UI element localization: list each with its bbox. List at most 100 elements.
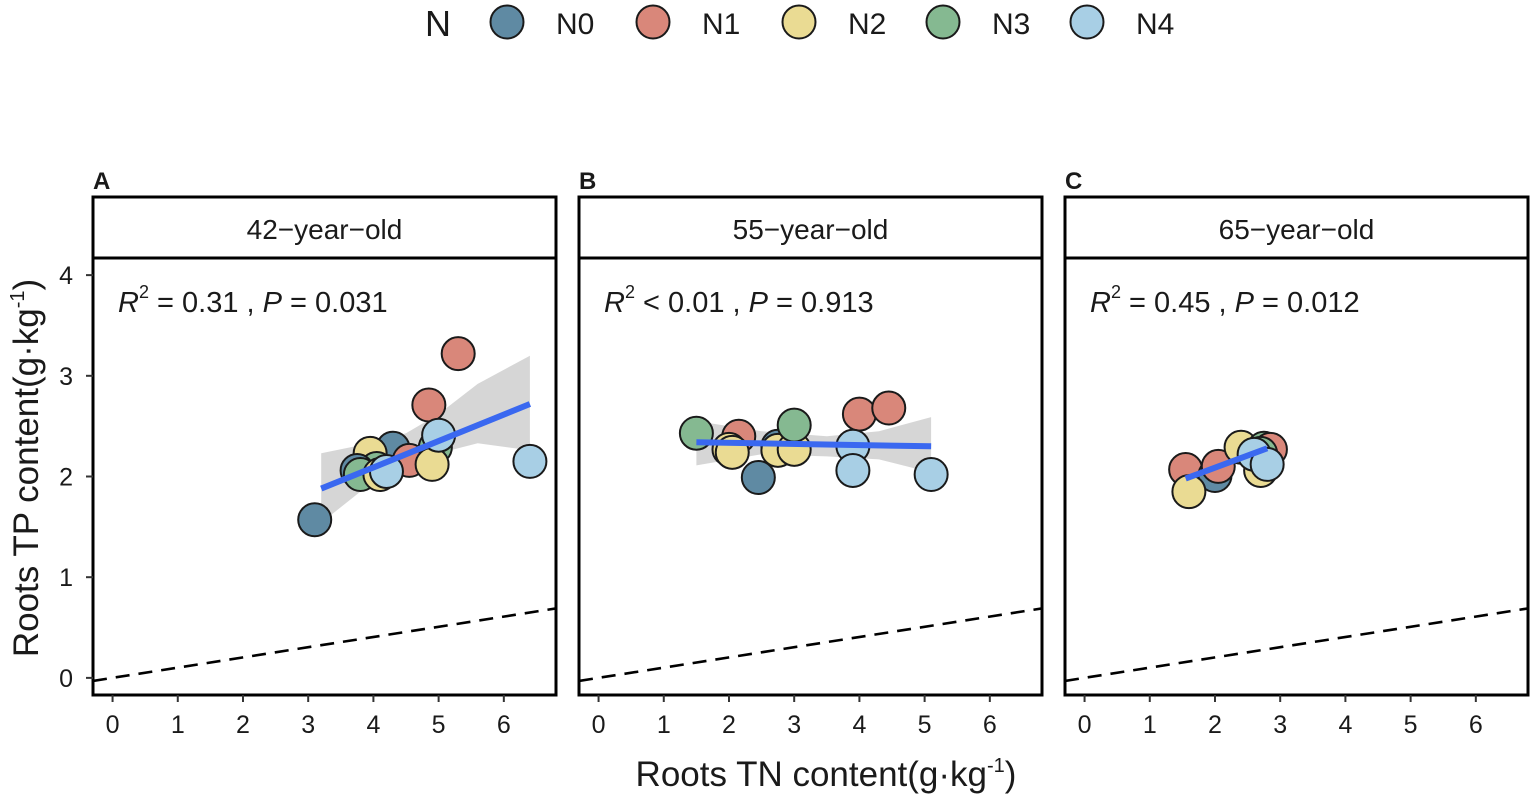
data-point-n0 [297,502,333,538]
x-tick-label: 0 [106,711,120,739]
stat-r-exponent: 2 [625,282,635,302]
legend-label: N3 [992,8,1030,41]
y-axis-label-text: Roots TP content(g·kg [7,308,46,657]
x-tick-label: 4 [366,711,380,739]
stat-r2-value: = 0.45 , [1121,287,1235,319]
data-point-n4 [1249,446,1285,482]
points [1168,429,1288,510]
data-point-n0 [740,460,776,496]
stat-p-symbol: P [1235,287,1255,319]
stat-p-symbol: P [263,287,283,319]
y-tick-label: 0 [59,665,73,693]
reference-line [579,607,1042,683]
x-tick-label: 3 [787,711,801,739]
x-tick-label: 2 [1208,711,1222,739]
x-tick-label: 4 [852,711,866,739]
x-tick-label: 6 [497,711,511,739]
data-point-n1 [411,387,447,423]
legend-item-n2: N2 [781,4,886,41]
legend-item-n0: N0 [489,4,594,41]
regression-line [696,439,932,450]
stat-p-symbol: P [749,287,769,319]
stat-p-value: = 0.913 [768,287,874,319]
x-tick-label: 3 [1273,711,1287,739]
x-axis-label-sup: -1 [987,755,1005,777]
facet-strip [1063,195,1530,260]
legend-swatch [781,4,817,40]
stat-p-value: = 0.012 [1254,287,1360,319]
stat-p-value: = 0.031 [282,287,388,319]
stat-r-exponent: 2 [1111,282,1121,302]
x-tick-label: 4 [1338,711,1352,739]
x-tick-label: 1 [171,711,185,739]
facet-title: 65−year−old [1219,214,1375,245]
panel-letter: A [93,168,110,195]
legend-item-n3: N3 [925,4,1030,41]
data-point-n3 [776,407,812,443]
panel-letter: C [1065,168,1082,195]
legend-swatch [489,4,525,40]
stat-r-symbol: R [1090,287,1111,319]
y-tick-label: 4 [59,262,73,290]
regression-line [1184,445,1269,482]
legend: N N0 N1 N2 N3 N4 [425,3,1174,44]
reference-line [1065,607,1528,683]
legend-title: N [425,3,451,44]
reference-line [93,607,556,683]
x-tick-label: 0 [592,711,606,739]
x-tick-label: 2 [722,711,736,739]
x-tick-label: 5 [918,711,932,739]
legend-swatch [635,4,671,40]
legend-swatch [925,4,961,40]
legend-item-n1: N1 [635,4,740,41]
stats-annotation: R2 < 0.01 , P = 0.913 [604,282,874,319]
x-axis-label-close: ) [1005,755,1017,794]
panel-b: B 55−year−old R2 < 0.01 , P = 0.913 0 1 2 3 4 5 6 [577,168,1044,739]
panel-letter: B [579,168,596,195]
legend-label: N4 [1136,8,1174,41]
data-point-n1 [871,390,907,426]
data-point-n4 [512,443,548,479]
data-point-n1 [440,336,476,372]
stat-r2-value: < 0.01 , [635,287,749,319]
y-axis-label: Roots TP content(g·kg-1) [7,279,46,657]
y-axis-label-sup: -1 [7,290,29,308]
data-point-n1 [841,396,877,432]
data-point-n4 [913,456,949,492]
x-axis-label-text: Roots TN content(g·kg [636,755,987,794]
stats-annotation: R2 = 0.45 , P = 0.012 [1090,282,1360,319]
stat-r-exponent: 2 [139,282,149,302]
facet-strip [577,195,1044,260]
y-tick-label: 3 [59,363,73,391]
x-tick-label: 5 [432,711,446,739]
x-tick-label: 0 [1078,711,1092,739]
facet-strip [91,195,558,260]
panel-border [577,258,1044,697]
x-tick-label: 5 [1404,711,1418,739]
legend-label: N1 [702,8,740,41]
y-tick-label: 2 [59,464,73,492]
x-axis-label: Roots TN content(g·kg-1) [636,755,1017,794]
regression-line [320,401,532,492]
facet-title: 55−year−old [733,214,889,245]
stats-annotation: R2 = 0.31 , P = 0.031 [118,282,388,319]
stat-r-symbol: R [118,287,139,319]
facet-title: 42−year−old [247,214,403,245]
y-axis-label-close: ) [7,279,46,291]
data-point-n2 [414,446,450,482]
x-tick-label: 1 [1143,711,1157,739]
panel-border [1063,258,1530,697]
legend-items: N0 N1 N2 N3 N4 [489,4,1174,41]
legend-label: N0 [556,8,594,41]
x-tick-label: 2 [236,711,250,739]
x-tick-label: 6 [983,711,997,739]
x-tick-label: 1 [657,711,671,739]
x-tick-label: 6 [1469,711,1483,739]
y-tick-label: 1 [59,564,73,592]
stat-r2-value: = 0.31 , [149,287,263,319]
legend-swatch [1069,4,1105,40]
